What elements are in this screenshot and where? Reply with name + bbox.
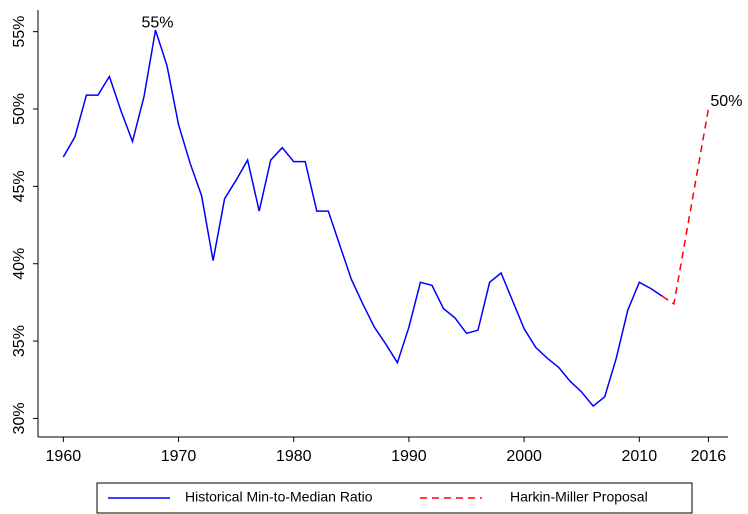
x-tick-label: 2010 [622, 448, 658, 465]
x-tick-label: 1990 [391, 448, 427, 465]
x-tick-label: 1980 [276, 448, 312, 465]
y-tick-label: 55% [11, 16, 28, 48]
y-tick-label: 35% [11, 325, 28, 357]
y-tick-label: 30% [11, 402, 28, 434]
series-line [661, 108, 710, 306]
annotation: 55% [141, 14, 173, 31]
y-tick-label: 40% [11, 248, 28, 280]
y-tick-label: 45% [11, 170, 28, 202]
x-tick-label: 1970 [161, 448, 197, 465]
x-tick-label: 2016 [691, 448, 727, 465]
legend-label: Harkin-Miller Proposal [510, 489, 648, 505]
x-tick-label: 2000 [506, 448, 542, 465]
y-tick-label: 50% [11, 93, 28, 125]
series-line [62, 29, 663, 408]
legend-box [96, 482, 693, 514]
legend-label: Historical Min-to-Median Ratio [185, 489, 373, 505]
annotation: 50% [710, 93, 742, 110]
x-tick-label: 1960 [46, 448, 82, 465]
